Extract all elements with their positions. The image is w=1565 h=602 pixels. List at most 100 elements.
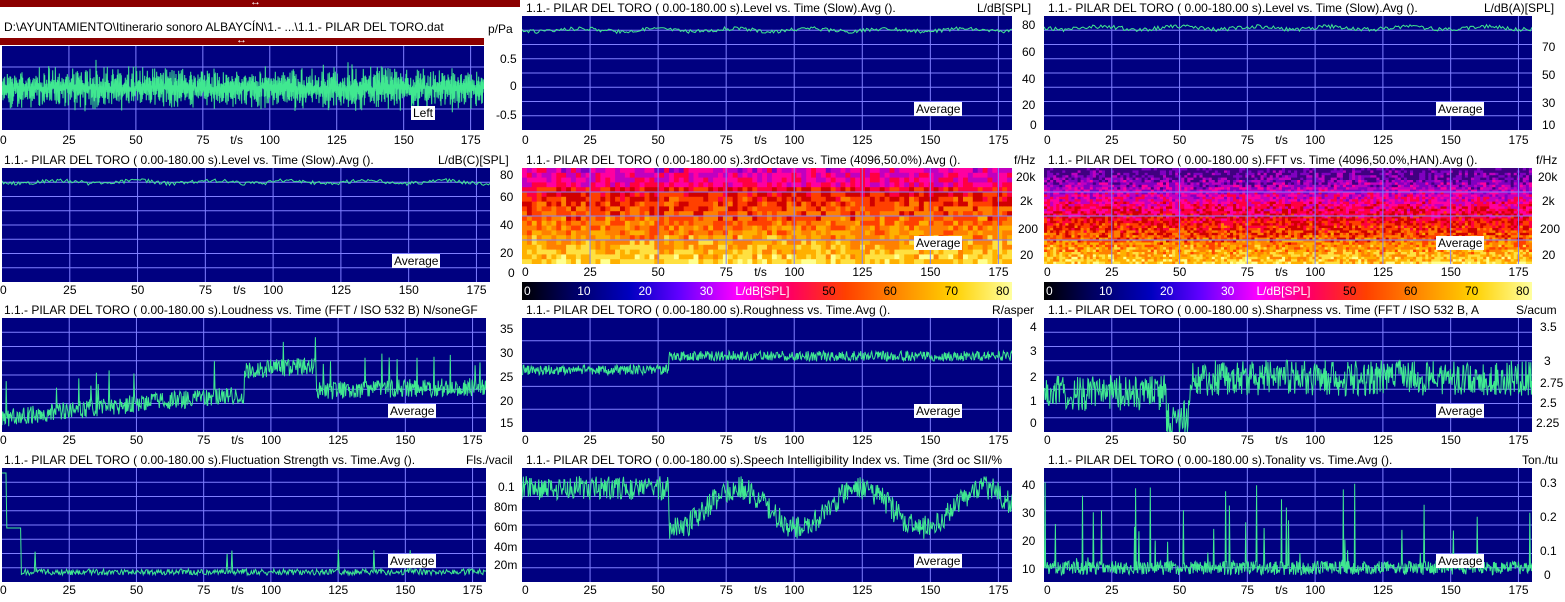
x-tick: 50 — [651, 133, 665, 147]
y-tick-left: 20m — [494, 558, 518, 572]
panel-unit: R/asper — [992, 303, 1035, 317]
panel-unit: f/Hz — [1536, 153, 1558, 167]
data-trace — [522, 349, 1012, 377]
third-octave-spectrogram[interactable]: Average — [522, 168, 1012, 264]
y-tick-left: 80 — [500, 168, 514, 182]
x-tick: 75 — [197, 433, 211, 447]
x-tick: 25 — [63, 283, 77, 297]
x-tick: 125 — [1372, 265, 1394, 279]
x-axis-label: t/s — [1275, 133, 1288, 147]
x-tick: 0 — [522, 583, 529, 597]
tonality-plot[interactable]: Average — [1044, 468, 1532, 582]
average-badge: Average — [914, 554, 963, 568]
y-tick-left: 40 — [1022, 478, 1036, 492]
panel-unit: S/acum — [1516, 303, 1557, 317]
x-tick: 150 — [393, 133, 414, 147]
panel-unit: L/dB(C)[SPL] — [438, 153, 509, 167]
y-tick-left: 20 — [1022, 98, 1036, 112]
zoom-marker-icon[interactable]: ↔ — [236, 34, 247, 46]
x-tick: 100 — [784, 265, 805, 279]
x-tick: 0 — [0, 433, 7, 447]
x-tick: 175 — [988, 265, 1009, 279]
x-tick: 125 — [1372, 433, 1394, 447]
sharpness-plot[interactable]: Average — [1044, 318, 1532, 432]
y-tick-right: 2k — [1020, 194, 1033, 208]
x-tick: 75 — [719, 133, 733, 147]
x-tick: 0 — [522, 265, 529, 279]
y-tick-left: 40 — [1022, 72, 1036, 86]
y-tick-left: 0.1 — [498, 480, 515, 494]
x-axis-label: t/s — [754, 133, 767, 147]
waveform-trace — [2, 59, 484, 118]
x-axis-label: t/s — [1275, 433, 1288, 447]
x-tick: 125 — [1372, 133, 1394, 147]
x-tick: 125 — [328, 433, 349, 447]
x-tick: 75 — [1240, 433, 1255, 447]
x-tick: 75 — [719, 265, 733, 279]
y-tick-right: 10 — [1542, 118, 1556, 132]
sii-panel: 1.1.- PILAR DEL TORO ( 0.00-180.00 s).Sp… — [494, 452, 1044, 602]
sii-plot[interactable]: Average — [522, 468, 1012, 582]
panel-title: 1.1.- PILAR DEL TORO ( 0.00-180.00 s).Lo… — [4, 303, 478, 317]
average-badge: Average — [1436, 554, 1485, 568]
x-tick: 25 — [1105, 583, 1119, 597]
zoom-scrollbar[interactable]: ↔ — [0, 34, 484, 46]
x-tick: 175 — [988, 583, 1009, 597]
x-tick: 50 — [1172, 133, 1187, 147]
x-tick: 100 — [259, 133, 280, 147]
x-tick: 25 — [1105, 133, 1119, 147]
waveform-plot[interactable]: Left — [2, 46, 484, 130]
roughness-plot[interactable]: Average — [522, 318, 1012, 432]
y-tick-left: 0 — [1030, 416, 1037, 430]
y-tick-left: 15 — [500, 416, 514, 430]
y-tick-left: 1 — [1030, 394, 1037, 408]
x-tick: 150 — [920, 265, 941, 279]
x-tick: 0 — [0, 133, 7, 147]
fluctuation-plot[interactable]: Average — [2, 468, 486, 582]
x-tick: 125 — [852, 583, 873, 597]
y-tick-left: 80m — [494, 500, 518, 514]
x-tick: 75 — [719, 433, 733, 447]
x-axis-label: t/s — [231, 583, 244, 597]
y-tick-right: 50 — [1542, 68, 1556, 82]
level-plot[interactable]: Average — [522, 16, 1012, 130]
x-tick: 25 — [1105, 265, 1119, 279]
y-tick-right: 2.5 — [1540, 396, 1557, 410]
waveform-panel: ↔ D:\AYUNTAMIENTO\Itinerario sonoro ALBA… — [0, 0, 520, 152]
x-tick: 125 — [328, 583, 349, 597]
colorbar-tick: 20 — [638, 284, 652, 298]
panel-title: 1.1.- PILAR DEL TORO ( 0.00-180.00 s).3r… — [526, 153, 961, 167]
y-tick-right: 20k — [1538, 170, 1558, 184]
x-tick: 0 — [0, 283, 7, 297]
colorbar-label: L/dB[SPL] — [735, 284, 790, 298]
y-tick-left: 25 — [500, 370, 514, 384]
scroll-marker-icon[interactable]: ↔ — [250, 0, 261, 8]
x-axis-label: t/s — [754, 433, 767, 447]
colorbar-tick: 20 — [1160, 284, 1174, 298]
x-tick: 150 — [395, 433, 416, 447]
x-tick: 150 — [1440, 583, 1461, 597]
x-tick: 150 — [395, 583, 416, 597]
level-c-plot[interactable]: Average — [2, 168, 490, 282]
fft-spectrogram[interactable]: Average — [1044, 168, 1532, 264]
data-trace — [1044, 359, 1532, 432]
panel-title: 1.1.- PILAR DEL TORO ( 0.00-180.00 s).FF… — [1048, 153, 1478, 167]
level-a-plot[interactable]: Average — [1044, 16, 1532, 130]
x-tick: 175 — [460, 133, 481, 147]
colorbar-tick: 70 — [1465, 284, 1479, 298]
y-tick-right: 0 — [1544, 568, 1551, 582]
colorbar-tick: 70 — [944, 284, 959, 298]
x-tick: 125 — [852, 133, 873, 147]
loudness-plot[interactable]: Average — [2, 318, 486, 432]
x-tick: 0 — [522, 133, 529, 147]
colorbar-tick: 80 — [996, 284, 1010, 298]
x-tick: 25 — [583, 433, 597, 447]
x-tick: 100 — [784, 583, 805, 597]
y-tick-left: 20 — [500, 394, 514, 408]
top-scrollbar[interactable]: ↔ — [0, 0, 520, 8]
x-tick: 25 — [583, 133, 597, 147]
y-tick-left: 35 — [500, 322, 514, 336]
x-axis-label: t/s — [1275, 265, 1288, 279]
x-tick: 175 — [1508, 133, 1529, 147]
x-tick: 125 — [852, 265, 873, 279]
